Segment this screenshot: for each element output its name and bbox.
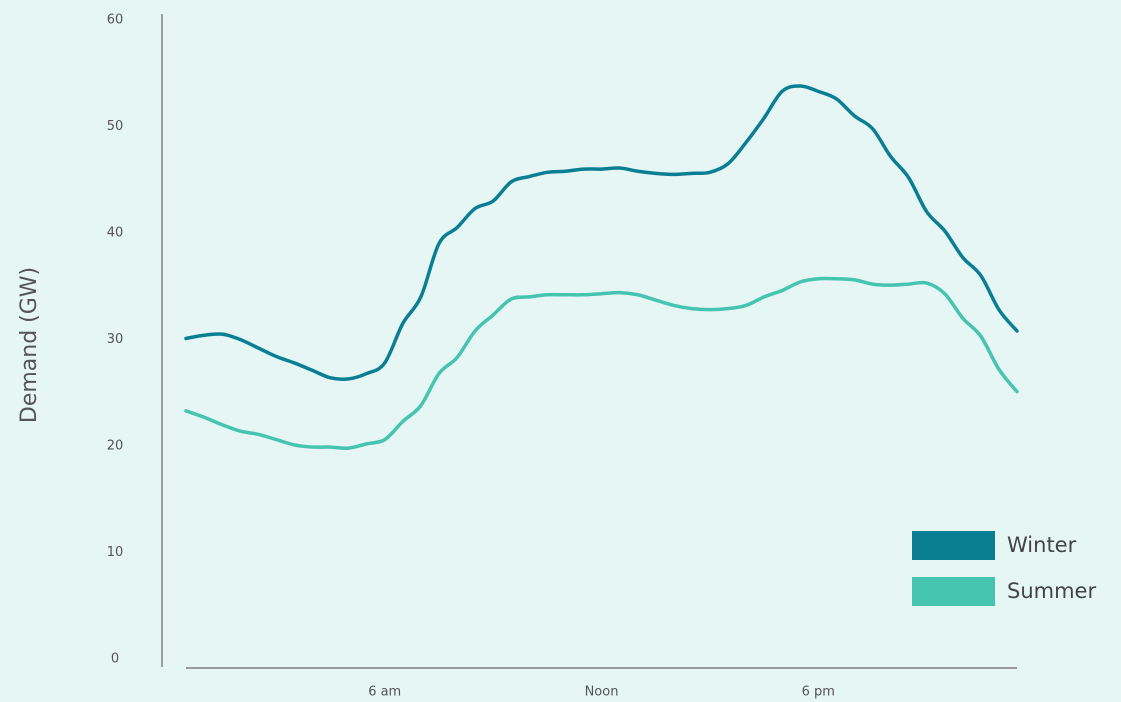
y-tick-label: 40 bbox=[107, 226, 124, 241]
legend-swatch bbox=[912, 577, 995, 606]
series-line bbox=[184, 276, 1019, 450]
x-tick-label: 6 pm bbox=[802, 685, 835, 700]
y-tick-label: 10 bbox=[107, 545, 124, 560]
series-line bbox=[184, 84, 1019, 382]
legend-swatch bbox=[912, 531, 995, 560]
y-tick-label: 30 bbox=[107, 332, 124, 347]
x-tick-label: Noon bbox=[585, 685, 619, 700]
y-tick-label: 60 bbox=[107, 13, 124, 28]
y-tick-label: 0 bbox=[111, 652, 119, 667]
legend-label: Summer bbox=[1007, 579, 1096, 603]
legend-label: Winter bbox=[1007, 533, 1077, 557]
x-tick-label: 6 am bbox=[368, 685, 401, 700]
y-axis-label: Demand (GW) bbox=[17, 267, 42, 423]
y-tick-label: 20 bbox=[107, 439, 124, 454]
y-tick-label: 50 bbox=[107, 119, 124, 134]
